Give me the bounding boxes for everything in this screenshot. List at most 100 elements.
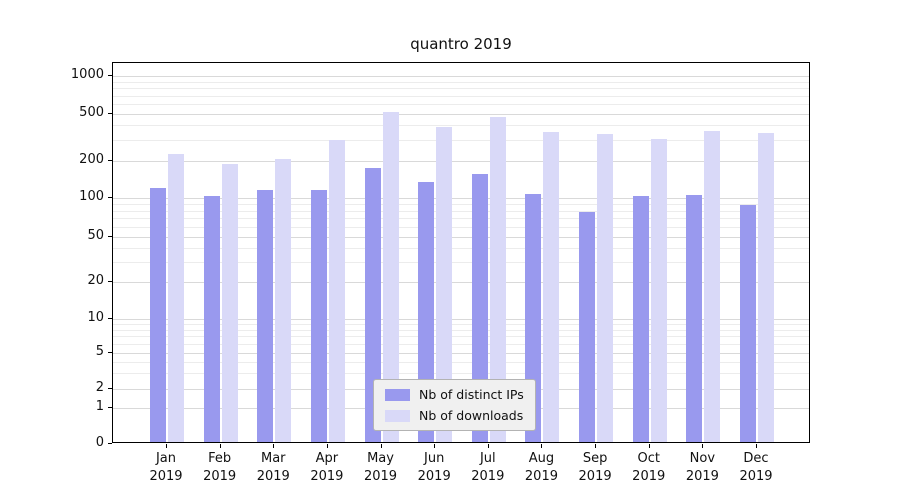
gridline-minor <box>113 104 809 106</box>
legend-swatch-distinct-ips <box>385 388 410 401</box>
bar-downloads <box>275 159 292 442</box>
y-tick-mark <box>108 236 112 238</box>
bar-distinct-ips <box>418 181 435 442</box>
bar-distinct-ips <box>740 205 756 442</box>
x-tick-mark <box>541 444 543 448</box>
y-tick-mark <box>108 318 112 320</box>
gridline-major <box>113 197 809 199</box>
bar-downloads <box>758 132 774 442</box>
y-tick-mark <box>108 113 112 115</box>
bar-distinct-ips <box>257 189 274 442</box>
bar-downloads <box>168 154 184 442</box>
y-tick-label: 1 <box>95 398 104 414</box>
y-tick-label: 5 <box>95 343 104 359</box>
y-tick-mark <box>108 351 112 353</box>
gridline-major <box>113 352 809 354</box>
y-tick-mark <box>108 281 112 283</box>
bar-downloads <box>328 139 345 442</box>
gridline-minor <box>113 210 809 212</box>
x-tick-mark <box>219 444 221 448</box>
gridline-minor <box>113 336 809 338</box>
y-tick-label: 100 <box>79 188 104 204</box>
gridline-major <box>113 282 809 284</box>
bar-downloads <box>436 127 453 442</box>
y-tick-label: 50 <box>87 228 104 244</box>
bars-layer <box>113 63 809 442</box>
bar-downloads <box>543 131 560 442</box>
x-tick-mark <box>380 444 382 448</box>
x-tick-label: Aug 2019 <box>524 451 558 484</box>
bar-distinct-ips <box>150 188 166 442</box>
x-tick-label: Oct 2019 <box>632 451 666 484</box>
gridline-minor <box>113 140 809 142</box>
gridline-minor <box>113 218 809 220</box>
legend-label-distinct-ips: Nb of distinct IPs <box>419 387 524 402</box>
gridline-minor <box>113 81 809 83</box>
gridline-minor <box>113 329 809 331</box>
x-tick-mark <box>326 444 328 448</box>
gridline-major <box>113 237 809 239</box>
bar-distinct-ips <box>364 167 381 442</box>
y-tick-label: 500 <box>79 105 104 121</box>
bar-downloads <box>221 163 238 442</box>
bar-downloads <box>489 117 506 442</box>
bar-downloads <box>704 131 721 442</box>
gridline-minor <box>113 88 809 90</box>
x-tick-mark <box>702 444 704 448</box>
y-tick-label: 10 <box>87 310 104 326</box>
x-tick-mark <box>434 444 436 448</box>
chart-title: quantro 2019 <box>410 35 512 53</box>
y-tick-label: 0 <box>95 435 104 450</box>
x-tick-label: Dec 2019 <box>739 451 773 484</box>
bar-downloads <box>650 139 667 442</box>
y-tick-label: 1000 <box>70 66 104 82</box>
gridline-minor <box>113 361 809 363</box>
y-tick-mark <box>108 159 112 161</box>
y-tick-mark <box>108 196 112 198</box>
gridline-minor <box>113 95 809 97</box>
x-tick-label: May 2019 <box>363 451 398 484</box>
y-tick-label: 2 <box>95 379 104 395</box>
legend-swatch-downloads <box>385 409 410 422</box>
y-tick-label: 200 <box>79 151 104 167</box>
bar-distinct-ips <box>579 212 596 442</box>
x-tick-label: Sep 2019 <box>578 451 612 484</box>
plot-area: Nb of distinct IPs Nb of downloads <box>112 62 810 443</box>
y-tick-mark <box>108 74 112 76</box>
gridline-major <box>113 75 809 77</box>
gridline-minor <box>113 262 809 264</box>
x-tick-label: Apr 2019 <box>310 451 344 484</box>
x-tick-mark <box>487 444 489 448</box>
gridline-minor <box>113 203 809 205</box>
y-tick-mark <box>108 406 112 408</box>
gridline-major <box>113 114 809 116</box>
bar-downloads <box>597 134 614 442</box>
gridline-major <box>113 319 809 321</box>
bar-distinct-ips <box>632 196 649 442</box>
x-tick-label: Nov 2019 <box>685 451 719 484</box>
bar-downloads <box>382 112 399 442</box>
x-tick-mark <box>595 444 597 448</box>
gridline-minor <box>113 125 809 127</box>
x-tick-mark <box>273 444 275 448</box>
gridline-minor <box>113 372 809 374</box>
legend-entry-distinct-ips: Nb of distinct IPs <box>385 387 524 402</box>
gridline-minor <box>113 248 809 250</box>
gridline-minor <box>113 226 809 228</box>
legend-entry-downloads: Nb of downloads <box>385 408 524 423</box>
gridline-minor <box>113 344 809 346</box>
x-tick-mark <box>648 444 650 448</box>
bar-distinct-ips <box>310 189 327 442</box>
y-tick-mark <box>108 443 112 444</box>
legend: Nb of distinct IPs Nb of downloads <box>373 379 536 431</box>
y-tick-label: 20 <box>87 273 104 289</box>
x-tick-label: Jul 2019 <box>471 451 505 484</box>
y-tick-mark <box>108 387 112 389</box>
bar-distinct-ips <box>686 194 703 442</box>
x-tick-label: Jun 2019 <box>417 451 451 484</box>
bar-distinct-ips <box>203 195 220 442</box>
x-tick-label: Feb 2019 <box>203 451 237 484</box>
legend-label-downloads: Nb of downloads <box>419 408 524 423</box>
x-tick-label: Jan 2019 <box>149 451 183 484</box>
